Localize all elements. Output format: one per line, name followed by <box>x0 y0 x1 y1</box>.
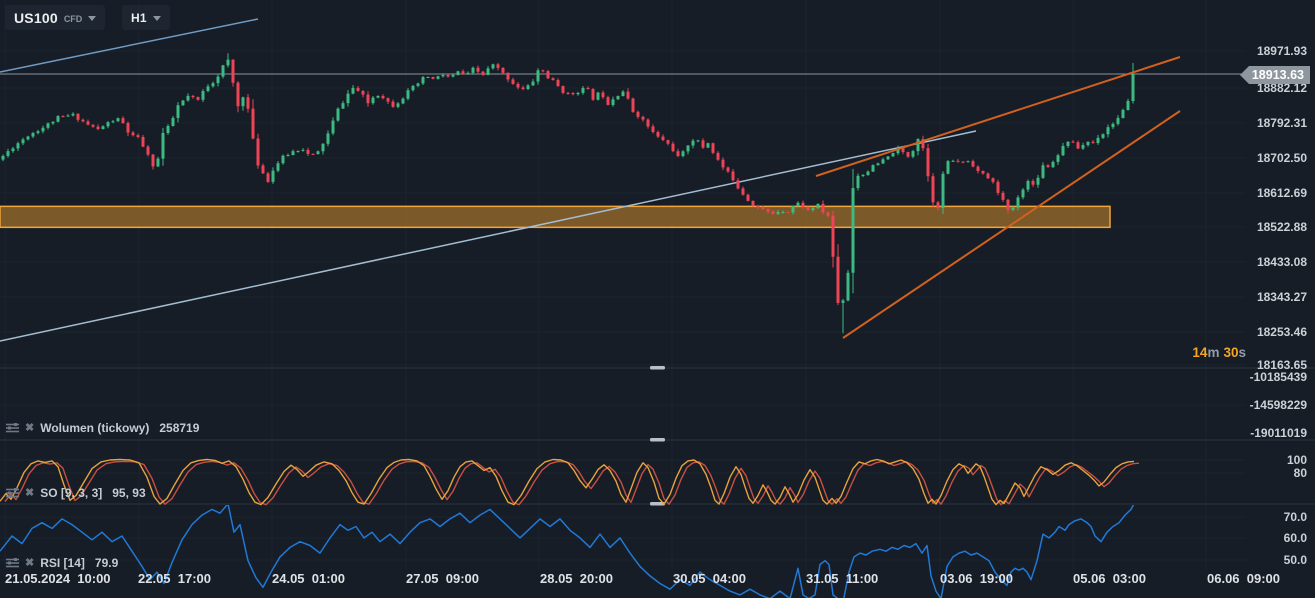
indicator-close-icon[interactable]: ✖ <box>25 556 35 569</box>
price-axis-label: 18612.69 <box>1256 186 1307 200</box>
instrument-type-label: CFD <box>63 14 83 24</box>
countdown-minutes-unit: m <box>1207 345 1220 360</box>
indicator-settings-icon[interactable] <box>6 423 19 434</box>
countdown-seconds-unit: s <box>1238 345 1246 360</box>
rsi-axis-label: 50.0 <box>1283 553 1307 567</box>
volume-indicator-legend: ✖ Wolumen (tickowy) 258719 <box>6 421 199 435</box>
price-axis-label: 18343.27 <box>1256 290 1307 304</box>
pane-resize-handle[interactable] <box>650 438 665 442</box>
time-axis-label: 05.06 03:00 <box>1073 571 1147 586</box>
time-axis-label: 21.05.2024 10:00 <box>5 571 111 586</box>
volume-indicator-value: 258719 <box>159 421 200 435</box>
indicator-close-icon[interactable]: ✖ <box>25 486 35 499</box>
rsi-axis-label: 60.0 <box>1283 531 1307 545</box>
current-price-tag: 18913.63 <box>1240 66 1310 84</box>
price-axis-label: 18971.93 <box>1256 44 1307 58</box>
indicator-close-icon[interactable]: ✖ <box>25 421 35 434</box>
indicator-settings-icon[interactable] <box>6 558 19 569</box>
stochastic-indicator-value: 95, 93 <box>112 486 146 500</box>
price-axis-label: 18253.46 <box>1256 325 1307 339</box>
time-axis-label: 22.05 17:00 <box>138 571 212 586</box>
candle-countdown: 14m 30s <box>1192 345 1246 360</box>
time-axis-label: 24.05 01:00 <box>272 571 346 586</box>
price-axis-label: 18433.08 <box>1256 255 1307 269</box>
timeframe-selector[interactable]: H1 <box>122 5 170 30</box>
chevron-down-icon <box>152 16 161 21</box>
stochastic-indicator-legend: ✖ SO [9, 3, 3] 95, 93 <box>6 486 146 500</box>
price-axis-label: 18792.31 <box>1256 116 1307 130</box>
price-axis-label: 18702.50 <box>1256 151 1307 165</box>
time-axis-label: 31.05 11:00 <box>806 571 879 586</box>
stochastic-axis-label: 80 <box>1293 466 1307 480</box>
countdown-seconds: 30 <box>1223 345 1239 360</box>
rsi-indicator-legend: ✖ RSI [14] 79.9 <box>6 556 118 570</box>
stochastic-axis-label: 100 <box>1286 453 1307 467</box>
pane-resize-handle[interactable] <box>650 502 665 506</box>
rsi-axis-label: 70.0 <box>1283 510 1307 524</box>
volume-axis-label: -10185439 <box>1249 370 1307 384</box>
time-axis-label: 06.06 09:00 <box>1207 571 1281 586</box>
stochastic-indicator-label: SO [9, 3, 3] <box>40 486 103 500</box>
rsi-indicator-value: 79.9 <box>94 556 119 570</box>
price-axis-label: 18882.12 <box>1256 81 1307 95</box>
time-axis-label: 03.06 19:00 <box>940 571 1014 586</box>
rsi-indicator-label: RSI [14] <box>40 556 85 570</box>
symbol-selector[interactable]: US100 CFD <box>5 5 106 30</box>
price-axis-label: 18522.88 <box>1256 220 1307 234</box>
time-axis-label: 30.05 04:00 <box>673 571 747 586</box>
volume-axis-label: -19011019 <box>1250 426 1307 440</box>
time-axis-label: 28.05 20:00 <box>540 571 614 586</box>
countdown-minutes: 14 <box>1192 345 1208 360</box>
symbol-label: US100 <box>14 9 58 26</box>
chevron-down-icon <box>88 16 97 21</box>
volume-axis-label: -14598229 <box>1249 398 1307 412</box>
candles <box>1 53 1135 334</box>
price-axis-label: 18163.65 <box>1256 358 1307 372</box>
indicator-settings-icon[interactable] <box>6 488 19 499</box>
pane-resize-handle[interactable] <box>650 366 665 370</box>
volume-indicator-label: Wolumen (tickowy) <box>40 421 150 435</box>
time-axis-label: 27.05 09:00 <box>406 571 480 586</box>
timeframe-label: H1 <box>131 10 147 25</box>
